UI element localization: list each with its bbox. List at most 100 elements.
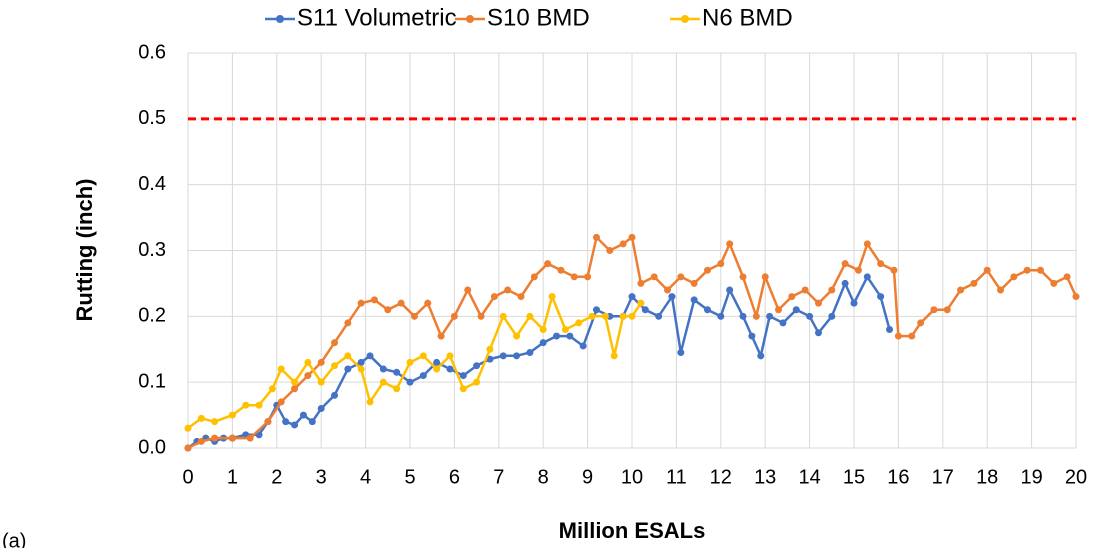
data-point — [291, 378, 299, 386]
data-point — [184, 444, 192, 452]
data-point — [526, 349, 534, 357]
data-point — [792, 306, 800, 314]
data-point — [690, 279, 698, 287]
legend-label: S11 Volumetric — [297, 4, 457, 31]
data-point — [628, 233, 636, 241]
data-point — [664, 286, 672, 294]
data-point — [539, 339, 547, 347]
data-point — [1036, 266, 1044, 274]
data-point — [717, 312, 725, 320]
x-tick-label: 19 — [1020, 466, 1042, 488]
data-point — [424, 299, 432, 307]
y-axis-title: Rutting (inch) — [72, 179, 97, 322]
y-tick-label: 0.1 — [138, 370, 166, 392]
data-point — [486, 345, 494, 353]
data-point — [331, 362, 339, 370]
data-point — [544, 260, 552, 268]
data-point — [628, 312, 636, 320]
annotation: (a) — [2, 530, 26, 548]
legend-marker — [466, 15, 474, 23]
data-point — [637, 279, 645, 287]
data-point — [1072, 293, 1080, 301]
y-tick-label: 0.6 — [138, 41, 166, 63]
data-point — [513, 352, 521, 360]
data-point — [726, 286, 734, 294]
data-point — [650, 273, 658, 281]
data-point — [557, 266, 565, 274]
legend-label: S10 BMD — [487, 4, 590, 31]
data-point — [908, 332, 916, 340]
data-point — [592, 306, 600, 314]
data-point — [406, 378, 414, 386]
data-point — [766, 312, 774, 320]
data-point — [446, 365, 454, 373]
data-point — [366, 352, 374, 360]
data-point — [690, 296, 698, 304]
data-point — [357, 365, 365, 373]
data-point — [779, 319, 787, 327]
data-point — [801, 286, 809, 294]
data-point — [575, 319, 583, 327]
data-point — [211, 418, 219, 426]
x-tick-label: 3 — [316, 466, 327, 488]
y-tick-label: 0.2 — [138, 305, 166, 327]
data-point — [486, 355, 494, 363]
data-point — [890, 266, 898, 274]
data-point — [863, 240, 871, 248]
data-point — [304, 358, 312, 366]
data-point — [526, 312, 534, 320]
data-point — [379, 365, 387, 373]
data-point — [677, 273, 685, 281]
data-point — [828, 286, 836, 294]
data-point — [703, 266, 711, 274]
data-point — [1010, 273, 1018, 281]
data-point — [788, 293, 796, 301]
data-point — [317, 358, 325, 366]
y-tick-label: 0.5 — [138, 107, 166, 129]
data-point — [446, 352, 454, 360]
data-point — [366, 398, 374, 406]
data-point — [592, 233, 600, 241]
data-point — [628, 293, 636, 301]
data-point — [863, 273, 871, 281]
series-line — [187, 234, 1078, 450]
data-point — [997, 286, 1005, 294]
data-point — [304, 372, 312, 380]
data-point — [331, 339, 339, 347]
data-point — [464, 286, 472, 294]
x-tick-label: 14 — [798, 466, 820, 488]
data-point — [197, 414, 205, 422]
data-point — [553, 332, 561, 340]
data-point — [828, 312, 836, 320]
data-point — [211, 434, 219, 442]
y-tick-label: 0.3 — [138, 239, 166, 261]
y-tick-label: 0.0 — [138, 436, 166, 458]
data-point — [548, 293, 556, 301]
x-tick-label: 17 — [932, 466, 954, 488]
x-tick-label: 16 — [887, 466, 909, 488]
data-point — [814, 329, 822, 337]
data-point — [370, 296, 378, 304]
data-point — [184, 424, 192, 432]
data-point — [610, 352, 618, 360]
data-point — [499, 352, 507, 360]
data-point — [477, 312, 485, 320]
x-tick-label: 9 — [582, 466, 593, 488]
data-point — [228, 411, 236, 419]
data-point — [806, 312, 814, 320]
legend-marker — [681, 15, 689, 23]
data-point — [877, 260, 885, 268]
x-tick-label: 11 — [666, 466, 687, 488]
data-point — [761, 273, 769, 281]
data-point — [357, 299, 365, 307]
data-point — [1023, 266, 1031, 274]
legend-label: N6 BMD — [702, 4, 793, 31]
legend-marker — [276, 15, 284, 23]
x-tick-label: 5 — [404, 466, 415, 488]
x-axis-title: Million ESALs — [559, 518, 706, 543]
data-point — [566, 332, 574, 340]
data-point — [579, 342, 587, 350]
data-point — [410, 312, 418, 320]
